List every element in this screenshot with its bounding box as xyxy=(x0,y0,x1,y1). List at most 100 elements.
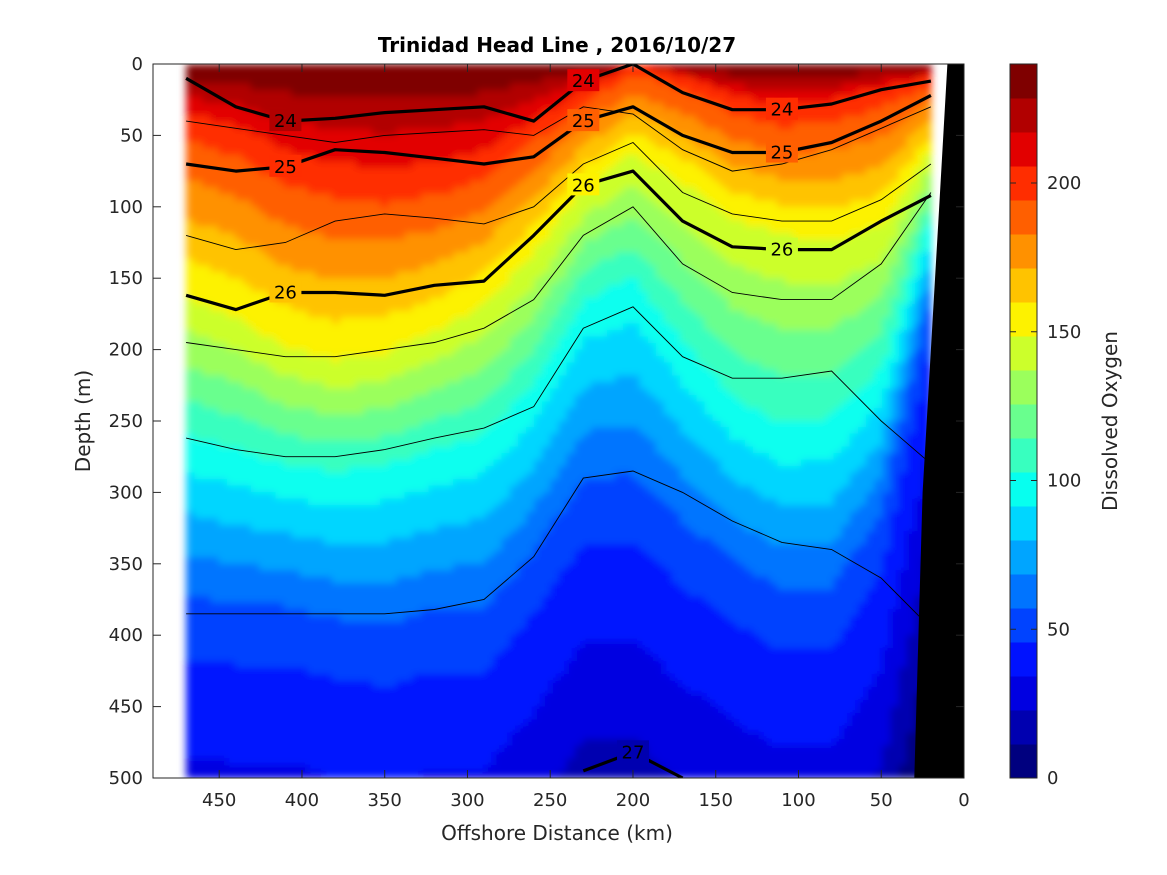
heatmap-cell xyxy=(866,252,875,260)
heatmap-cell xyxy=(550,167,560,175)
heatmap-cell xyxy=(315,375,325,383)
heatmap-cell xyxy=(898,408,908,416)
heatmap-cell xyxy=(590,252,600,260)
heatmap-cell xyxy=(485,245,495,253)
heatmap-cell xyxy=(250,245,260,253)
heatmap-cell xyxy=(809,304,819,312)
heatmap-cell xyxy=(420,206,430,214)
heatmap-cell xyxy=(267,200,276,208)
heatmap-cell xyxy=(356,401,365,409)
heatmap-cell xyxy=(623,408,632,416)
heatmap-cell xyxy=(801,265,811,273)
heatmap-cell xyxy=(882,232,892,240)
heatmap-cell xyxy=(291,102,301,111)
heatmap-cell xyxy=(396,141,406,149)
heatmap-cell xyxy=(712,395,722,403)
heatmap-cell xyxy=(728,180,738,188)
heatmap-cell xyxy=(566,401,576,409)
heatmap-cell xyxy=(534,154,543,162)
heatmap-cell xyxy=(534,206,543,214)
heatmap-cell xyxy=(194,219,203,227)
heatmap-cell xyxy=(679,382,689,390)
heatmap-cell xyxy=(356,167,365,175)
heatmap-cell xyxy=(607,330,616,338)
heatmap-cell xyxy=(914,278,924,286)
heatmap-cell xyxy=(744,193,754,201)
heatmap-cell xyxy=(226,193,236,201)
heatmap-cell xyxy=(655,83,665,91)
heatmap-cell xyxy=(493,200,503,208)
heatmap-cell xyxy=(331,271,341,279)
heatmap-cell xyxy=(566,258,576,266)
heatmap-cell xyxy=(728,76,738,85)
heatmap-cell xyxy=(469,200,479,208)
heatmap-cell xyxy=(647,167,657,175)
heatmap-cell xyxy=(275,323,284,331)
heatmap-cell xyxy=(186,395,195,403)
heatmap-cell xyxy=(437,388,446,396)
heatmap-cell xyxy=(696,89,705,98)
heatmap-cell xyxy=(639,343,649,351)
heatmap-cell xyxy=(590,219,600,227)
heatmap-cell xyxy=(914,219,924,227)
heatmap-cell xyxy=(639,310,649,318)
heatmap-cell xyxy=(210,109,220,117)
heatmap-cell xyxy=(817,148,827,156)
heatmap-cell xyxy=(339,336,349,344)
heatmap-cell xyxy=(202,278,211,286)
heatmap-cell xyxy=(396,362,406,370)
heatmap-cell xyxy=(258,317,268,325)
heatmap-cell xyxy=(712,252,722,260)
heatmap-cell xyxy=(744,395,754,403)
heatmap-cell xyxy=(558,174,568,182)
heatmap-cell xyxy=(874,180,883,188)
heatmap-cell xyxy=(688,375,697,383)
heatmap-cell xyxy=(582,291,592,299)
heatmap-cell xyxy=(777,174,786,182)
heatmap-cell xyxy=(817,265,827,273)
heatmap-cell xyxy=(833,102,843,111)
heatmap-cell xyxy=(258,245,268,253)
heatmap-cell xyxy=(841,109,851,117)
heatmap-cell xyxy=(760,180,770,188)
heatmap-cell xyxy=(186,213,195,221)
heatmap-cell xyxy=(380,382,390,390)
heatmap-cell xyxy=(833,70,843,78)
heatmap-cell xyxy=(801,336,811,344)
heatmap-cell xyxy=(752,291,762,299)
heatmap-cell xyxy=(226,239,236,247)
heatmap-cell xyxy=(623,375,632,383)
heatmap-cell xyxy=(194,356,203,364)
heatmap-cell xyxy=(339,213,349,221)
heatmap-cell xyxy=(477,200,487,208)
heatmap-cell xyxy=(469,109,479,117)
heatmap-cell xyxy=(267,317,276,325)
heatmap-cell xyxy=(768,76,778,85)
heatmap-cell xyxy=(307,388,317,396)
heatmap-cell xyxy=(412,297,422,305)
heatmap-cell xyxy=(793,161,802,169)
heatmap-cell xyxy=(598,317,608,325)
heatmap-cell xyxy=(331,206,341,214)
heatmap-cell xyxy=(922,375,932,383)
heatmap-cell xyxy=(639,76,649,85)
heatmap-cell xyxy=(785,297,794,305)
heatmap-cell xyxy=(566,336,576,344)
heatmap-cell xyxy=(299,206,309,214)
heatmap-cell xyxy=(631,174,641,182)
heatmap-cell xyxy=(777,187,786,195)
heatmap-cell xyxy=(696,252,705,260)
heatmap-cell xyxy=(793,122,802,130)
heatmap-cell xyxy=(704,180,713,188)
heatmap-cell xyxy=(218,369,228,377)
heatmap-cell xyxy=(679,284,689,292)
heatmap-cell xyxy=(518,336,527,344)
heatmap-cell xyxy=(574,135,584,143)
heatmap-cell xyxy=(671,206,681,214)
heatmap-cell xyxy=(485,401,495,409)
heatmap-cell xyxy=(242,258,252,266)
heatmap-cell xyxy=(226,382,236,390)
heatmap-cell xyxy=(663,219,673,227)
heatmap-cell xyxy=(534,369,543,377)
heatmap-cell xyxy=(849,213,859,221)
